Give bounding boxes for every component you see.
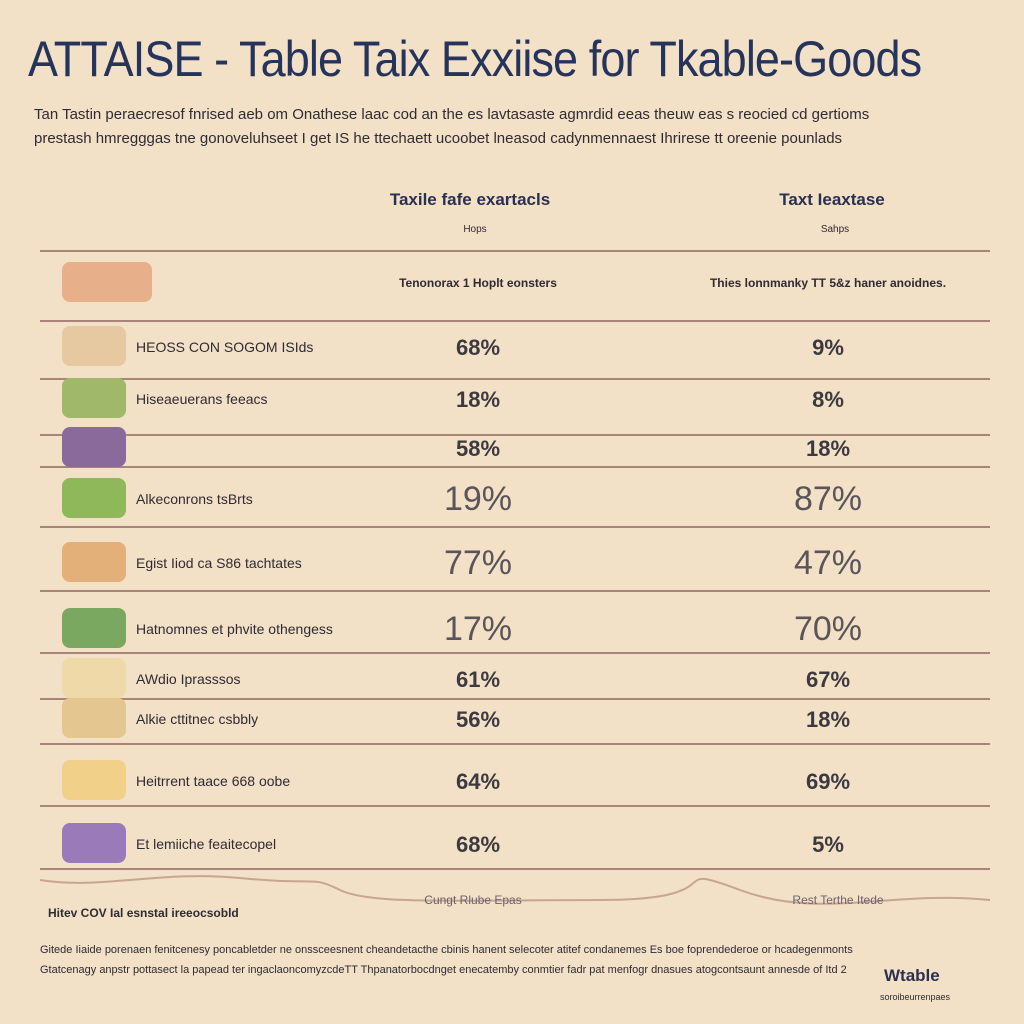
footer-left: Hitev COV Ial esnstal ireeocsobld: [48, 906, 239, 920]
row-label: Alkie cttitnec csbbly: [136, 711, 259, 727]
value: 61%: [455, 667, 501, 692]
row-label: Alkeconrons tsBrts: [136, 491, 253, 507]
food-image: [62, 326, 126, 366]
column-sub: Sahps: [820, 224, 850, 235]
value: 69%: [805, 769, 851, 794]
value: 77%: [443, 544, 513, 582]
row-divider: [40, 698, 990, 700]
row-label: AWdio Iprasssos: [136, 671, 241, 687]
logo-sub: soroibeurrenpaes: [880, 992, 951, 1002]
food-image: [62, 760, 126, 800]
value: 68%: [455, 335, 501, 360]
row-divider: [40, 590, 990, 592]
food-image: [62, 542, 126, 582]
value: 9%: [812, 335, 844, 360]
value: 56%: [455, 707, 501, 732]
logo: Wtable: [884, 966, 940, 985]
food-image: [62, 478, 126, 518]
value: 70%: [793, 610, 863, 648]
column-header: Taxt Ieaxtase: [779, 190, 885, 209]
column-header: Taxile fafe exartacls: [389, 190, 551, 209]
column-note: Thies lonnmanky TT 5&z haner anoidnes.: [709, 276, 947, 290]
subtitle: Tan Tastin peraecresof fnrised aeb om On…: [34, 106, 870, 123]
food-image: [62, 262, 152, 302]
value: 87%: [793, 480, 863, 518]
row-divider: [40, 526, 990, 528]
row-divider: [40, 320, 990, 322]
value: 58%: [455, 436, 501, 461]
decor-line: [40, 875, 990, 905]
footer-note: Gtatcenagy anpstr pottasect la papead te…: [40, 964, 847, 976]
value: 64%: [455, 769, 501, 794]
title: ATTAISE - Table Taix Exxiise for Tkable-…: [28, 31, 922, 87]
value: 8%: [812, 387, 844, 412]
row-divider: [40, 652, 990, 654]
row-label: Hiseaeuerans feeacs: [136, 391, 268, 407]
value: 67%: [805, 667, 851, 692]
value: 17%: [443, 610, 513, 648]
footer-mid: Cungt Rlube Epas: [424, 893, 522, 907]
food-image: [62, 823, 126, 863]
row-divider: [40, 378, 990, 380]
food-image: [62, 427, 126, 467]
row-divider: [40, 805, 990, 807]
value: 68%: [455, 832, 501, 857]
row-label: Heitrrent taace 668 oobe: [136, 773, 291, 789]
value: 18%: [805, 707, 851, 732]
row-divider: [40, 868, 990, 870]
row-label: Egist Iiod ca S86 tachtates: [136, 555, 302, 571]
food-image: [62, 608, 126, 648]
footer-note: Gitede Iiaide porenaen fenitcenesy ponca…: [40, 944, 853, 956]
food-image: [62, 698, 126, 738]
value: 5%: [812, 832, 844, 857]
value: 18%: [805, 436, 851, 461]
subtitle: prestash hmregggas tne gonoveluhseet I g…: [34, 130, 843, 147]
row-label: Et lemiiche feaitecopel: [136, 836, 277, 852]
value: 18%: [455, 387, 501, 412]
column-note: Tenonorax 1 Hoplt eonsters: [399, 276, 557, 290]
value: 19%: [443, 480, 513, 518]
row-label: HEOSS CON SOGOM ISIds: [136, 339, 314, 355]
row-divider: [40, 434, 990, 436]
row-divider: [40, 466, 990, 468]
food-image: [62, 658, 126, 698]
row-label: Hatnomnes et phvite othengess: [136, 621, 333, 637]
value: 47%: [793, 544, 863, 582]
food-image: [62, 378, 126, 418]
column-sub: Hops: [463, 224, 487, 235]
footer-right: Rest Terthe Itede: [792, 893, 884, 907]
row-divider: [40, 250, 990, 252]
row-divider: [40, 743, 990, 745]
